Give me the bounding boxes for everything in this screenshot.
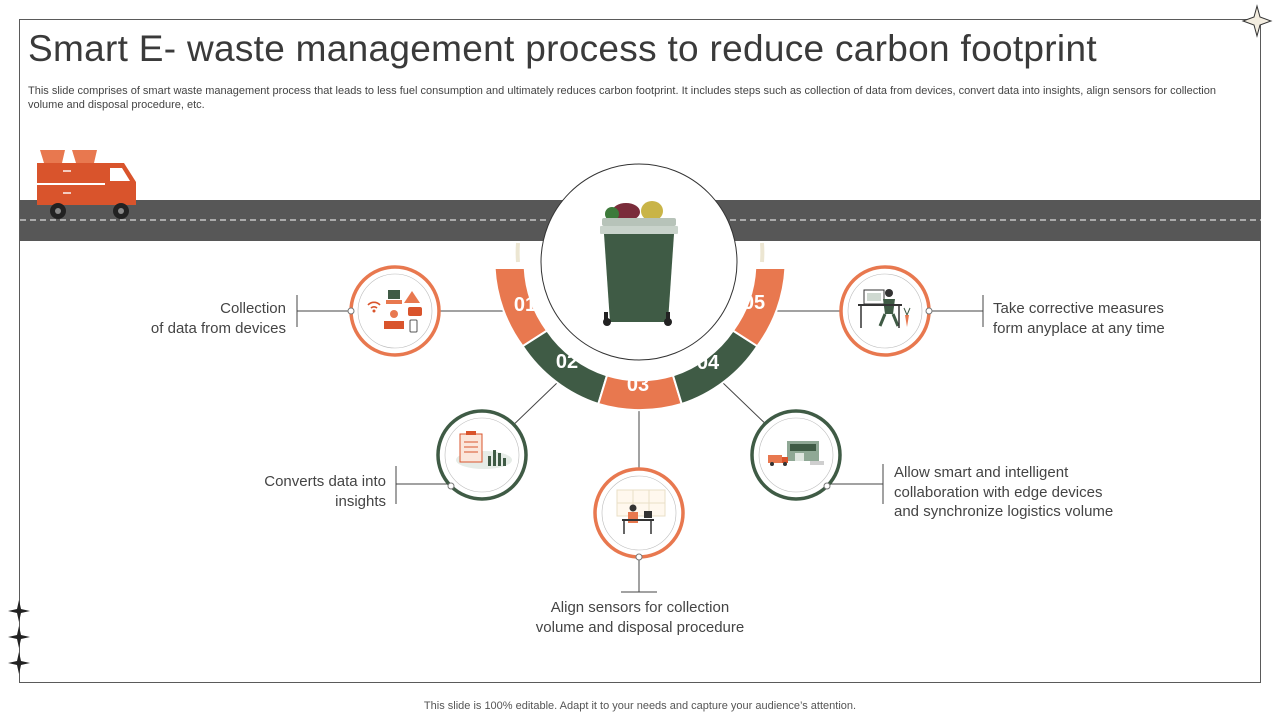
page-title: Smart E- waste management process to red…: [28, 28, 1097, 69]
step-03-line2: volume and disposal procedure: [535, 618, 745, 636]
step-04-line2: collaboration with edge devices: [894, 483, 1103, 501]
step-number-03: 03: [627, 374, 649, 396]
page-subtitle: This slide comprises of smart waste mana…: [28, 85, 1216, 111]
step-number-02: 02: [556, 351, 578, 373]
waste-bin-icon: [540, 163, 738, 361]
step-04-description: Allow smart and intelligent collaboratio…: [894, 463, 1174, 522]
step-circle-02: [436, 409, 528, 501]
step-circle-04: [750, 409, 842, 501]
step-03-description: Align sensors for collection volume and …: [490, 598, 790, 637]
truck-icon: [37, 150, 136, 219]
devices-icon: [367, 290, 422, 333]
process-ring: [493, 267, 787, 412]
remote-worker-icon: [858, 289, 911, 328]
sensor-workstation-icon: [616, 489, 666, 534]
step-01-description: Collection of data from devices: [80, 299, 286, 338]
step-02-description: Converts data into insights: [210, 472, 386, 511]
step-02-line2: insights: [335, 492, 386, 510]
step-03-line1: Align sensors for collection: [550, 599, 730, 616]
step-circle-05: [839, 265, 933, 357]
step-04-line1: Allow smart and intelligent: [894, 464, 1069, 481]
step-05-line1: Take corrective measures: [993, 300, 1164, 317]
sparkle-icon: [8, 4, 1273, 674]
step-01-line2: of data from devices: [150, 319, 286, 337]
step-number-04: 04: [697, 352, 720, 374]
step-circle-01: [347, 265, 441, 357]
step-01-line1: Collection: [220, 300, 286, 317]
logistics-warehouse-icon: [768, 441, 824, 466]
slide-frame: [19, 19, 1261, 683]
step-circle-03: [593, 467, 685, 561]
step-05-line2: form anyplace at any time: [993, 319, 1165, 337]
segment-05: [731, 267, 787, 348]
step-04-line3: and synchronize logistics volume: [894, 503, 1114, 520]
step-02-line1: Converts data into: [264, 473, 386, 490]
step-number-01: 01: [514, 294, 536, 316]
step-number-05: 05: [743, 292, 765, 314]
step-05-description: Take corrective measures form anyplace a…: [993, 299, 1223, 338]
footer-note: This slide is 100% editable. Adapt it to…: [423, 700, 857, 712]
insights-chart-icon: [456, 431, 512, 469]
